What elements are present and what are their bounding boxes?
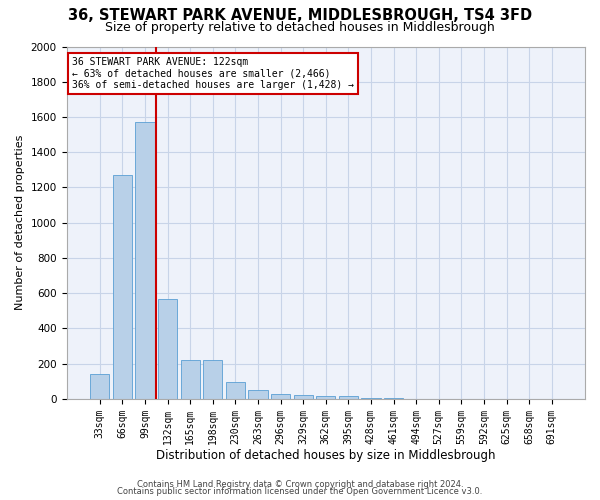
Bar [339,396,358,399]
Bar [181,360,200,399]
Text: Size of property relative to detached houses in Middlesbrough: Size of property relative to detached ho… [105,21,495,34]
Bar [158,298,177,399]
Bar [293,396,313,399]
Text: Contains public sector information licensed under the Open Government Licence v3: Contains public sector information licen… [118,487,482,496]
Bar [203,360,223,399]
Bar [248,390,268,399]
Text: 36 STEWART PARK AVENUE: 122sqm
← 63% of detached houses are smaller (2,466)
36% : 36 STEWART PARK AVENUE: 122sqm ← 63% of … [72,57,354,90]
Bar [316,396,335,399]
Bar [271,394,290,399]
Text: Contains HM Land Registry data © Crown copyright and database right 2024.: Contains HM Land Registry data © Crown c… [137,480,463,489]
Bar [136,122,155,399]
Bar [226,382,245,399]
X-axis label: Distribution of detached houses by size in Middlesbrough: Distribution of detached houses by size … [156,450,496,462]
Text: 36, STEWART PARK AVENUE, MIDDLESBROUGH, TS4 3FD: 36, STEWART PARK AVENUE, MIDDLESBROUGH, … [68,8,532,22]
Bar [113,175,132,399]
Bar [361,398,380,399]
Y-axis label: Number of detached properties: Number of detached properties [15,135,25,310]
Bar [90,374,109,399]
Bar [384,398,403,399]
